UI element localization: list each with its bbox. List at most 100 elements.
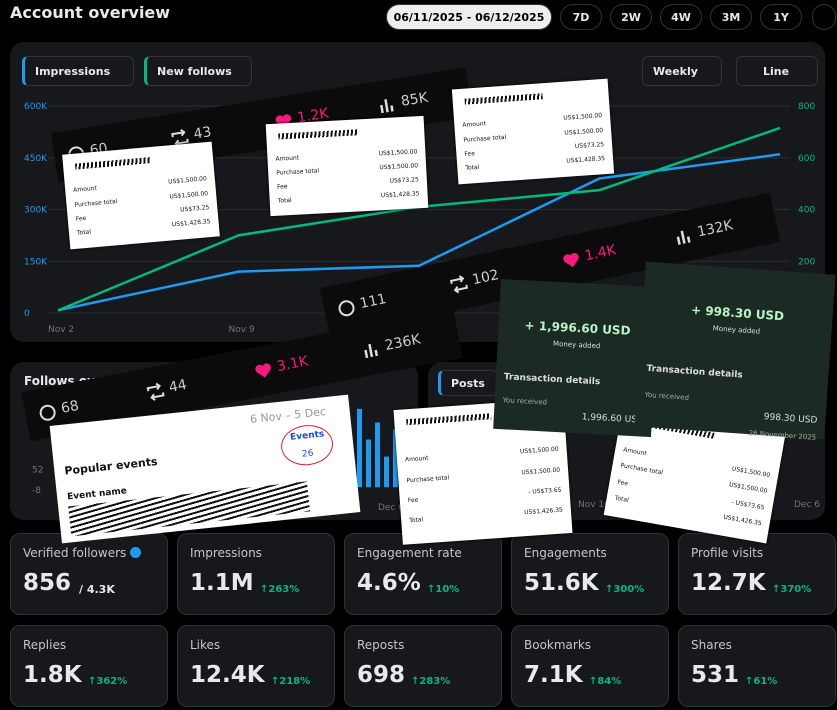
range-button[interactable]: 1Y [760, 4, 802, 30]
transaction-card: + 998.30 USD Money added Transaction detai… [634, 261, 836, 442]
repost-icon [146, 382, 165, 401]
verified-badge [130, 547, 141, 558]
engagement-count: 102 [470, 267, 501, 289]
metric-dropdown[interactable]: New follows [144, 56, 252, 86]
stat-label: Profile visits [691, 546, 764, 560]
like-icon [255, 363, 271, 378]
engagement-strip: 111 102 1.4K 132K [319, 192, 781, 338]
receipt-value: US$1,426.35 [523, 506, 564, 517]
engagement-count: 132K [695, 217, 735, 241]
bar [375, 422, 380, 488]
bar [393, 429, 398, 488]
receipt-value: - US$73.65 [731, 498, 766, 512]
shape [380, 99, 394, 114]
x-label: Dec 6 [794, 500, 821, 510]
shape [338, 300, 355, 317]
receipt-label: Amount [462, 120, 487, 130]
receipt-label: Amount [404, 455, 429, 464]
stat-change: ↑370% [772, 584, 812, 595]
y2-tick-label: 200 [798, 257, 815, 267]
stat-value: 698 [357, 662, 406, 688]
range-button[interactable]: 4W [660, 4, 702, 30]
reply-icon [338, 300, 355, 317]
y-tick-label: 52 [32, 466, 43, 476]
receipt-value: US$1,500.00 [519, 445, 559, 456]
stat-label: Bookmarks [524, 638, 592, 652]
engagement-count: 1.4K [583, 242, 618, 265]
scribble [464, 93, 543, 105]
interval-dropdown[interactable]: Weekly [642, 56, 722, 86]
receipt-label: Total [76, 228, 92, 237]
receipt-value: US$1,500.00 [731, 464, 771, 479]
shape [39, 404, 56, 421]
bar [357, 408, 362, 488]
receipt-value: US$1,428.35 [380, 189, 420, 199]
views-icon [364, 343, 379, 359]
range-button[interactable]: 7D [560, 4, 602, 30]
receipt-label: Amount [73, 185, 98, 195]
download-button[interactable] [812, 4, 836, 30]
style-dropdown[interactable]: Line [736, 56, 818, 86]
range-button[interactable]: 2W [610, 4, 652, 30]
x-label: Nov 16 [578, 500, 610, 510]
posts-dropdown[interactable]: Posts [438, 370, 498, 396]
reply-icon [39, 404, 56, 421]
receipt-value: US$1,500.00 [167, 175, 208, 186]
receipt-label: Fee [276, 182, 288, 191]
engagement-strip: 68 44 3.1K 236K [21, 308, 463, 442]
scribble [278, 129, 358, 140]
stat-card: Reposts 698 ↑283% [344, 625, 502, 707]
stat-value: 4.6% [357, 570, 421, 596]
transaction-badge: Money added [552, 339, 601, 351]
like-icon [563, 252, 579, 268]
receipt-label: Purchase total [74, 197, 118, 209]
receipt-value: US$1,428.35 [171, 218, 211, 229]
engagement-count: 43 [192, 124, 213, 143]
metric-dropdown[interactable]: Impressions [22, 56, 134, 86]
receipt-label: Amount [275, 154, 300, 163]
date-range: 6 Nov – 5 Dec [249, 405, 327, 426]
engagement-count: 111 [358, 290, 388, 313]
shape [676, 230, 691, 245]
y-tick-label: 450K [24, 154, 48, 164]
shape [255, 363, 271, 378]
stat-value: 12.7K [691, 570, 766, 596]
receipt-label: Fee [407, 496, 419, 505]
y-tick-label: -8 [32, 486, 41, 496]
stat-change: ↑84% [589, 676, 622, 687]
x-tick-label: Nov 2 [48, 325, 74, 335]
receipt-value: US$73.25 [179, 203, 210, 214]
engagement-count: 3.1K [275, 353, 310, 376]
stat-card: Profile visits 12.7K ↑370% [678, 533, 836, 615]
stat-change: ↑218% [271, 676, 311, 687]
receipt-label: Purchase total [619, 462, 664, 477]
stat-label: Replies [23, 638, 67, 652]
receipt-label: Purchase total [276, 167, 320, 177]
stat-sub: / 4.3K [79, 583, 115, 596]
date-range[interactable]: 06/11/2025 - 06/12/2025 [386, 4, 552, 30]
stat-card: Engagements 51.6K ↑300% [511, 533, 669, 615]
page-title: Account overview [10, 3, 171, 22]
y-tick-label: 0 [24, 309, 30, 319]
transaction-received: 998.30 USD [763, 412, 818, 426]
stat-card: Engagement rate 4.6% ↑10% [344, 533, 502, 615]
stat-card: Replies 1.8K ↑362% [10, 625, 168, 707]
receipt-label: Fee [617, 478, 629, 488]
transaction-heading: Transaction details [646, 364, 744, 381]
stat-card: Likes 12.4K ↑218% [177, 625, 335, 707]
engagement-count: 44 [167, 376, 189, 396]
stat-change: ↑263% [260, 584, 300, 595]
receipt: Amount US$1,500.00 Purchase total US$1,500.… [451, 78, 615, 185]
stat-change: ↑300% [605, 584, 645, 595]
stat-value: 1.1M [190, 570, 254, 596]
range-button[interactable]: 3M [710, 4, 752, 30]
stat-label: Verified followers [23, 546, 127, 560]
stat-label: Engagements [524, 546, 607, 560]
receipt-label: Fee [464, 149, 476, 158]
y2-tick-label: 600 [798, 154, 815, 164]
scribble [406, 413, 492, 426]
column-header: Event name [66, 486, 128, 503]
stat-card: Bookmarks 7.1K ↑84% [511, 625, 669, 707]
receipt-label: Total [277, 196, 292, 205]
